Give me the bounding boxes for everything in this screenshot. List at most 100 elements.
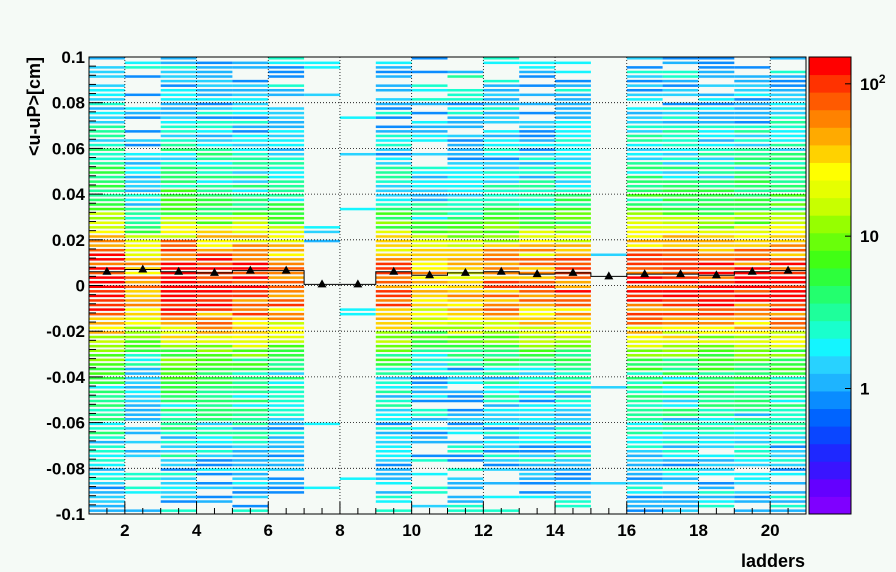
heatmap-cell [268,61,305,65]
heatmap-cell [196,413,233,416]
heatmap-cell [447,367,484,371]
heatmap-cell [698,422,735,426]
heatmap-cell [770,244,806,247]
heatmap-cell [89,308,125,311]
heatmap-cell [268,450,305,453]
heatmap-cell [411,413,448,416]
heatmap-cell [698,491,735,494]
heatmap-cell [89,468,125,471]
heatmap-cell [555,175,591,179]
heatmap-cell [375,244,412,247]
heatmap-cell [662,276,699,279]
heatmap-cell [232,294,269,298]
palette-swatch [809,478,851,497]
heatmap-cell [196,216,233,220]
heatmap-cell [698,390,735,394]
heatmap-cell [196,226,233,229]
heatmap-cell [734,317,771,320]
heatmap-cell [483,482,520,485]
heatmap-cell [662,459,699,462]
heatmap-cell [160,171,197,174]
heatmap-cell [770,308,806,311]
heatmap-cell [483,312,520,316]
heatmap-cell [196,472,233,476]
heatmap-cell [124,244,161,247]
heatmap-cell [160,358,197,362]
heatmap-cell [698,93,735,97]
heatmap-cell [626,75,663,78]
profile-marker [604,271,614,280]
heatmap-cell [89,390,125,394]
heatmap-cell [375,445,412,448]
heatmap-cell [268,152,305,156]
heatmap-cell [483,440,520,444]
heatmap-cell [734,285,771,289]
heatmap-cell [698,253,735,257]
heatmap-cell [268,372,305,375]
heatmap-cell [196,436,233,439]
heatmap-cell [411,363,448,366]
heatmap-cell [698,372,735,375]
heatmap-cell [447,244,484,247]
heatmap-cell [447,445,484,448]
heatmap-cell [662,61,699,65]
heatmap-cell [89,166,125,170]
heatmap-cell [160,349,197,352]
heatmap-cell [519,230,556,234]
profile-marker [245,265,255,274]
heatmap-cell [770,130,806,133]
heatmap-cell [626,422,663,426]
heatmap-cell [734,459,771,462]
heatmap-cell [770,248,806,252]
heatmap-cell [662,404,699,407]
heatmap-cell [232,344,269,348]
heatmap-cell [734,120,771,124]
heatmap-cell [519,248,556,252]
heatmap-cell [770,303,806,307]
heatmap-cell [447,253,484,257]
heatmap-cell [770,427,806,430]
heatmap-cell [89,427,125,430]
heatmap-cell [698,184,735,188]
heatmap-cell [124,322,161,325]
heatmap-cell [662,134,699,138]
heatmap-cell [734,162,771,165]
heatmap-cell [698,280,735,284]
profile-marker [281,265,291,274]
heatmap-cell [483,349,520,352]
heatmap-cell [196,93,233,97]
heatmap-cell [411,299,448,302]
heatmap-cell [698,107,735,110]
heatmap-cell [483,285,520,289]
profile-marker [389,266,399,275]
heatmap-cell [160,322,197,325]
heatmap-cell [483,139,520,142]
heatmap-cell [268,431,305,435]
heatmap-cell [160,450,197,453]
heatmap-cell [662,239,699,243]
heatmap-cell [89,504,125,508]
heatmap-cell [555,495,591,499]
profile-marker [676,269,686,278]
heatmap-cell [483,171,520,174]
heatmap-cell [447,381,484,384]
heatmap-cell [519,70,556,74]
heatmap-cell [232,157,269,161]
heatmap-cell [268,482,305,485]
heatmap-cell [196,408,233,412]
heatmap-cell [447,413,484,416]
heatmap-cell [375,299,412,302]
heatmap-cell [626,162,663,165]
heatmap-cell [124,331,161,334]
heatmap-cell [196,258,233,261]
heatmap-cell [770,262,806,266]
heatmap-cell [770,381,806,384]
heatmap-cell [662,216,699,220]
x-tick-label: 12 [474,521,493,540]
heatmap-cell [124,363,161,366]
heatmap-cell [626,171,663,174]
heatmap-cell [626,107,663,110]
heatmap-cell [519,408,556,412]
heatmap-cell [411,88,448,92]
heatmap-cell [662,139,699,142]
